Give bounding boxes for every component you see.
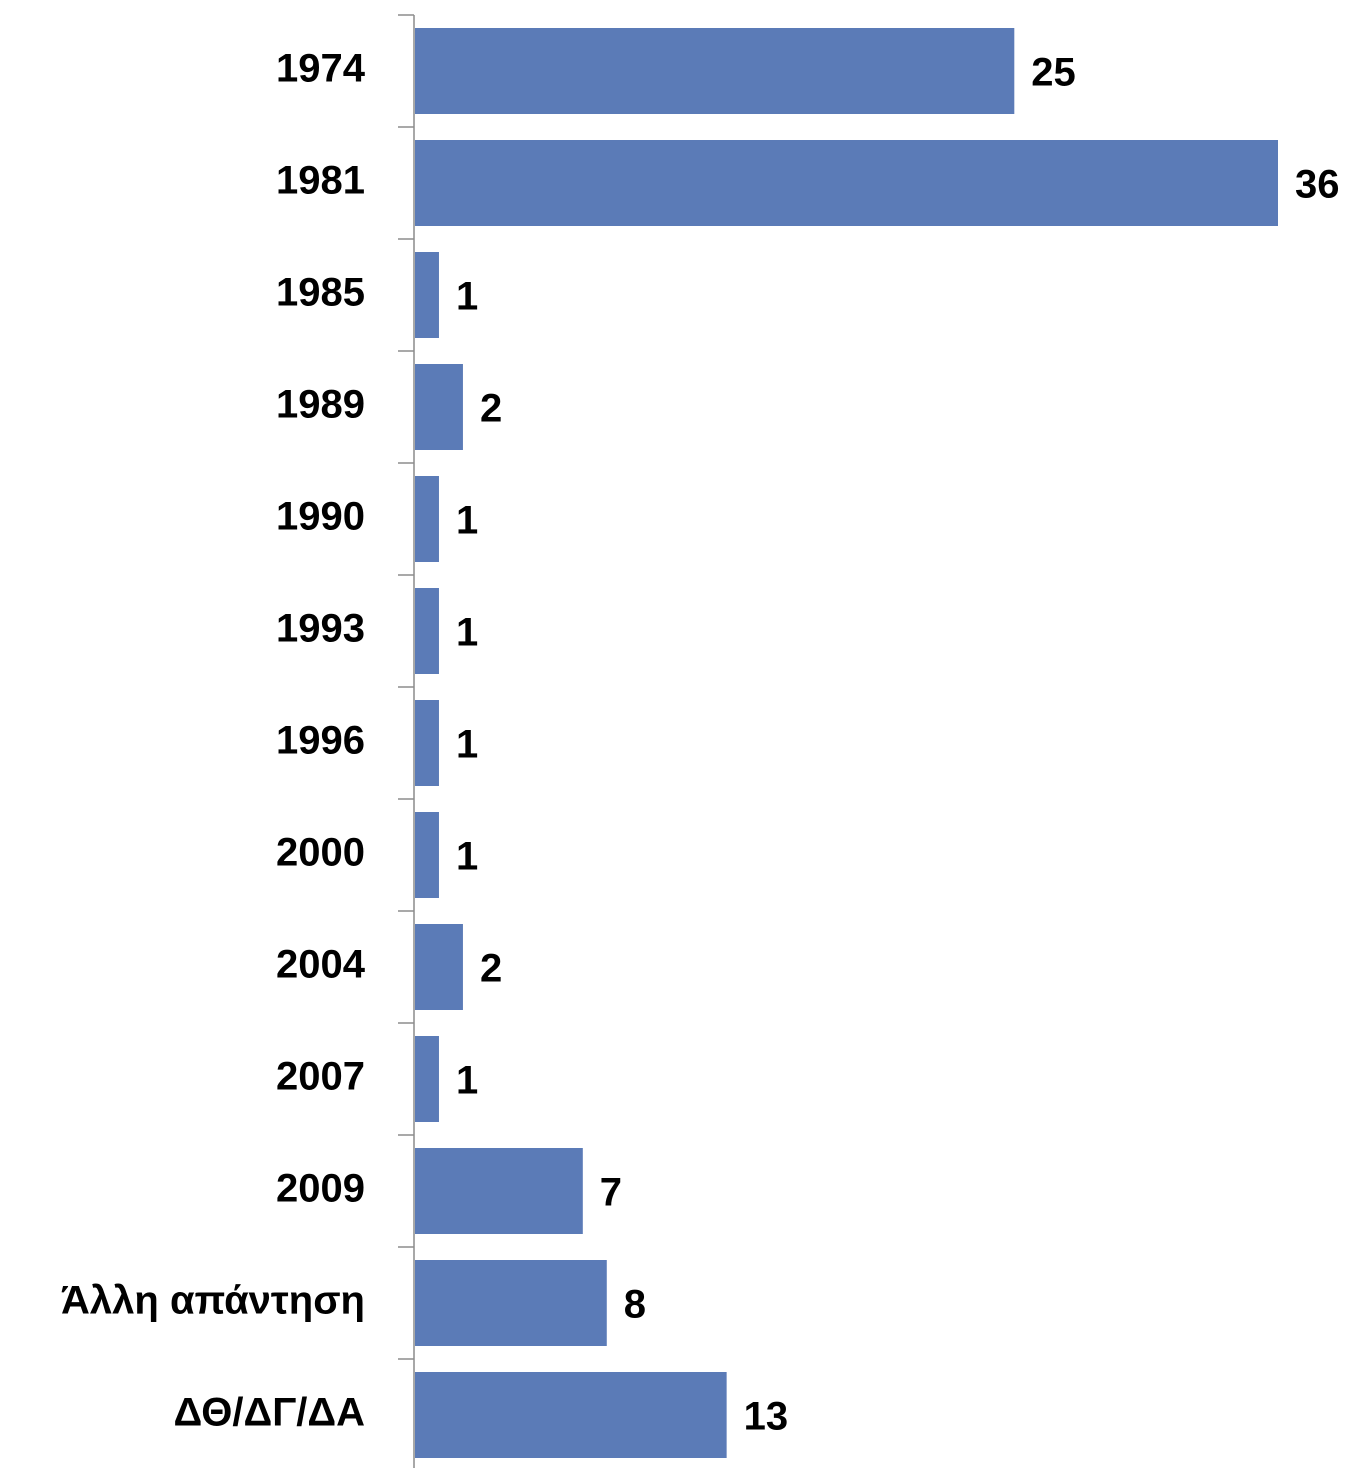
bar [415, 1148, 583, 1234]
bar [415, 1036, 439, 1122]
category-label: 2009 [276, 1167, 365, 1211]
data-label: 7 [600, 1171, 622, 1215]
bar [415, 1372, 727, 1458]
data-label: 36 [1295, 163, 1340, 207]
category-label: 1996 [276, 719, 365, 763]
data-label: 1 [456, 499, 478, 543]
data-label: 8 [624, 1283, 646, 1327]
category-label: 1974 [276, 47, 366, 91]
bar [415, 364, 463, 450]
data-label: 2 [480, 387, 502, 431]
category-label: 1981 [276, 159, 365, 203]
category-label: 1993 [276, 607, 365, 651]
data-label: 1 [456, 1059, 478, 1103]
bar [415, 924, 463, 1010]
bar [415, 252, 439, 338]
bar [415, 588, 439, 674]
bar [415, 700, 439, 786]
category-label: 1985 [276, 271, 365, 315]
category-label: 2004 [276, 943, 366, 987]
bar [415, 140, 1278, 226]
category-label: ΔΘ/ΔΓ/ΔΑ [174, 1391, 365, 1435]
data-label: 1 [456, 275, 478, 319]
category-label: 2000 [276, 831, 365, 875]
bar [415, 812, 439, 898]
data-label: 1 [456, 611, 478, 655]
category-label: Άλλη απάντηση [61, 1279, 365, 1323]
bar [415, 476, 439, 562]
bar [415, 28, 1015, 114]
data-label: 2 [480, 947, 502, 991]
data-label: 25 [1031, 51, 1076, 95]
data-label: 13 [744, 1395, 789, 1439]
data-label: 1 [456, 835, 478, 879]
category-label: 1989 [276, 383, 365, 427]
bar [415, 1260, 607, 1346]
category-label: 1990 [276, 495, 365, 539]
data-label: 1 [456, 723, 478, 767]
category-label: 2007 [276, 1055, 365, 1099]
